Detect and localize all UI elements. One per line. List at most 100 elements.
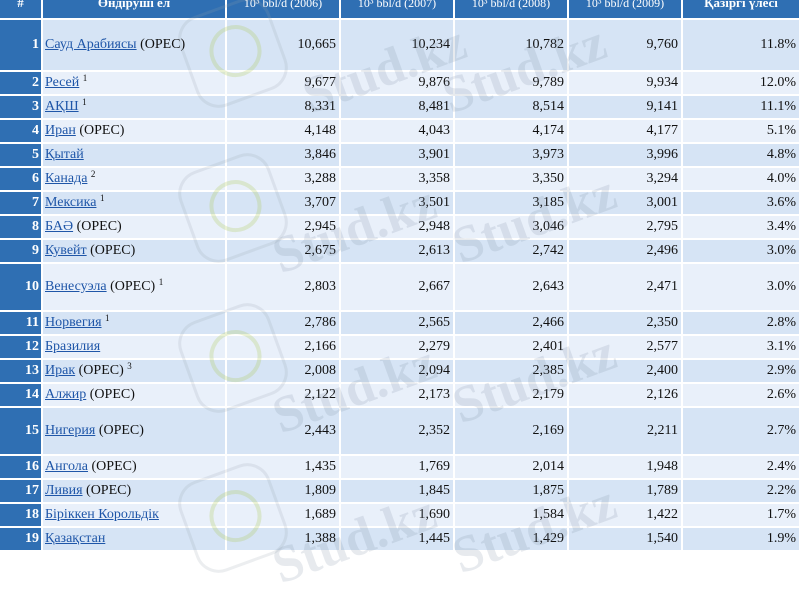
- country-extra: (OPEC): [82, 483, 132, 498]
- value-cell-v2007: 2,948: [340, 215, 455, 240]
- table-row: 1 Сауд Арабиясы (OPEC) 10,665 10,234 10,782 9…: [0, 19, 800, 72]
- value-cell-v2008: 2,466: [454, 311, 569, 336]
- country-cell: Ирак (OPEC) 3: [42, 359, 227, 384]
- table-row: 5 Қытай 3,846 3,901 3,973 3,996 4.8%: [0, 143, 800, 168]
- value-cell-v2009: 2,795: [568, 215, 683, 240]
- table-row: 18 Біріккен Корольдік 1,689 1,690 1,584 1,422…: [0, 503, 800, 528]
- table-row: 14 Алжир (OPEC) 2,122 2,173 2,179 2,126 2.6%: [0, 383, 800, 408]
- rank-cell: 6: [0, 167, 43, 192]
- country-cell: Иран (OPEC): [42, 119, 227, 144]
- value-cell-v2006: 10,665: [226, 19, 341, 72]
- country-link[interactable]: Сауд Арабиясы: [45, 37, 137, 52]
- table-row: 19 Қазақстан 1,388 1,445 1,429 1,540 1.9%: [0, 527, 800, 552]
- country-link[interactable]: Ресей: [45, 75, 80, 90]
- country-link[interactable]: АҚШ: [45, 99, 79, 114]
- value-cell-v2008: 2,385: [454, 359, 569, 384]
- value-cell-share: 5.1%: [682, 119, 800, 144]
- country-link[interactable]: Алжир: [45, 387, 87, 402]
- value-cell-v2007: 2,667: [340, 263, 455, 312]
- country-cell: Ресей 1: [42, 71, 227, 96]
- value-cell-v2006: 3,288: [226, 167, 341, 192]
- table-row: 13 Ирак (OPEC) 3 2,008 2,094 2,385 2,400 2.9%: [0, 359, 800, 384]
- country-link[interactable]: Мексика: [45, 195, 97, 210]
- value-cell-v2007: 1,845: [340, 479, 455, 504]
- country-link[interactable]: Иран: [45, 123, 76, 138]
- country-extra: (OPEC): [73, 219, 122, 234]
- value-cell-v2008: 1,875: [454, 479, 569, 504]
- value-cell-v2007: 3,358: [340, 167, 455, 192]
- value-cell-v2008: 2,401: [454, 335, 569, 360]
- country-cell: АҚШ 1: [42, 95, 227, 120]
- country-link[interactable]: Венесуэла: [45, 279, 107, 294]
- value-cell-v2008: 2,169: [454, 407, 569, 456]
- value-cell-v2009: 2,577: [568, 335, 683, 360]
- country-extra: (OPEC): [136, 37, 186, 52]
- value-cell-v2007: 4,043: [340, 119, 455, 144]
- value-cell-v2006: 1,388: [226, 527, 341, 552]
- value-cell-share: 11.1%: [682, 95, 800, 120]
- value-cell-v2009: 2,496: [568, 239, 683, 264]
- country-cell: Ангола (OPEC): [42, 455, 227, 480]
- value-cell-share: 3.1%: [682, 335, 800, 360]
- value-cell-v2006: 2,122: [226, 383, 341, 408]
- value-cell-v2007: 10,234: [340, 19, 455, 72]
- table-row: 7 Мексика 1 3,707 3,501 3,185 3,001 3.6%: [0, 191, 800, 216]
- table-row: 2 Ресей 1 9,677 9,876 9,789 9,934 12.0%: [0, 71, 800, 96]
- rank-cell: 14: [0, 383, 43, 408]
- value-cell-v2009: 9,760: [568, 19, 683, 72]
- rank-cell: 11: [0, 311, 43, 336]
- table-row: 8 БАӘ (OPEC) 2,945 2,948 3,046 2,795 3.4%: [0, 215, 800, 240]
- value-cell-v2009: 3,294: [568, 167, 683, 192]
- value-cell-v2009: 1,789: [568, 479, 683, 504]
- country-link[interactable]: Ангола: [45, 459, 89, 474]
- header-2008: 10³ bbl/d (2008): [454, 0, 569, 20]
- country-link[interactable]: Қазақстан: [45, 531, 106, 546]
- value-cell-v2007: 2,352: [340, 407, 455, 456]
- country-extra: (OPEC): [75, 363, 124, 378]
- country-extra: (OPEC): [86, 243, 136, 258]
- country-cell: Сауд Арабиясы (OPEC): [42, 19, 227, 72]
- country-extra: (OPEC): [86, 387, 135, 402]
- country-extra: (OPEC): [88, 459, 137, 474]
- rank-cell: 17: [0, 479, 43, 504]
- country-link[interactable]: Ирак: [45, 363, 76, 378]
- value-cell-v2006: 1,809: [226, 479, 341, 504]
- value-cell-v2008: 8,514: [454, 95, 569, 120]
- country-link[interactable]: Ливия: [45, 483, 83, 498]
- value-cell-share: 3.0%: [682, 239, 800, 264]
- rank-cell: 5: [0, 143, 43, 168]
- value-cell-v2008: 2,179: [454, 383, 569, 408]
- country-link[interactable]: БАӘ: [45, 219, 74, 234]
- table-row: 11 Норвегия 1 2,786 2,565 2,466 2,350 2.8%: [0, 311, 800, 336]
- rank-cell: 12: [0, 335, 43, 360]
- value-cell-v2009: 2,350: [568, 311, 683, 336]
- value-cell-share: 2.8%: [682, 311, 800, 336]
- table-row: 4 Иран (OPEC) 4,148 4,043 4,174 4,177 5.1%: [0, 119, 800, 144]
- country-cell: Біріккен Корольдік: [42, 503, 227, 528]
- value-cell-share: 4.8%: [682, 143, 800, 168]
- country-extra: (OPEC): [75, 123, 125, 138]
- value-cell-v2007: 8,481: [340, 95, 455, 120]
- value-cell-v2008: 2,643: [454, 263, 569, 312]
- value-cell-share: 2.7%: [682, 407, 800, 456]
- value-cell-v2009: 2,211: [568, 407, 683, 456]
- country-extra: (OPEC): [106, 279, 156, 294]
- country-link[interactable]: Норвегия: [45, 315, 102, 330]
- rank-cell: 10: [0, 263, 43, 312]
- country-link[interactable]: Нигерия: [45, 423, 96, 438]
- value-cell-share: 1.7%: [682, 503, 800, 528]
- value-cell-share: 4.0%: [682, 167, 800, 192]
- value-cell-share: 2.2%: [682, 479, 800, 504]
- value-cell-v2006: 2,786: [226, 311, 341, 336]
- table-header-row: # Өндіруші ел 10³ bbl/d (2006) 10³ bbl/d…: [0, 0, 800, 20]
- header-2007: 10³ bbl/d (2007): [340, 0, 455, 20]
- country-cell: Мексика 1: [42, 191, 227, 216]
- country-link[interactable]: Қытай: [45, 147, 84, 162]
- country-link[interactable]: Бразилия: [45, 339, 101, 354]
- footnote-marker: 1: [82, 97, 87, 107]
- footnote-marker: 1: [99, 193, 105, 203]
- country-link[interactable]: Кувейт: [45, 243, 87, 258]
- country-link[interactable]: Біріккен Корольдік: [45, 507, 159, 522]
- country-link[interactable]: Канада: [45, 171, 88, 186]
- footnote-marker: 3: [127, 361, 132, 371]
